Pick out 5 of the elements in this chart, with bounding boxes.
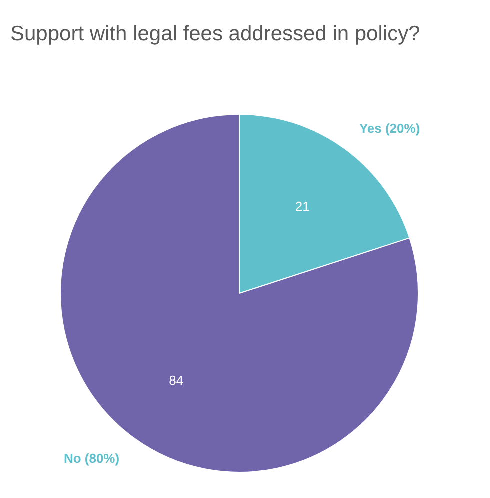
slice-label: Yes (20%) <box>359 120 420 136</box>
chart-title: Support with legal fees addressed in policy? <box>10 22 420 46</box>
data-label: 84 <box>169 372 184 388</box>
data-label: 21 <box>295 199 310 214</box>
slice-label: No (80%) <box>64 451 120 466</box>
